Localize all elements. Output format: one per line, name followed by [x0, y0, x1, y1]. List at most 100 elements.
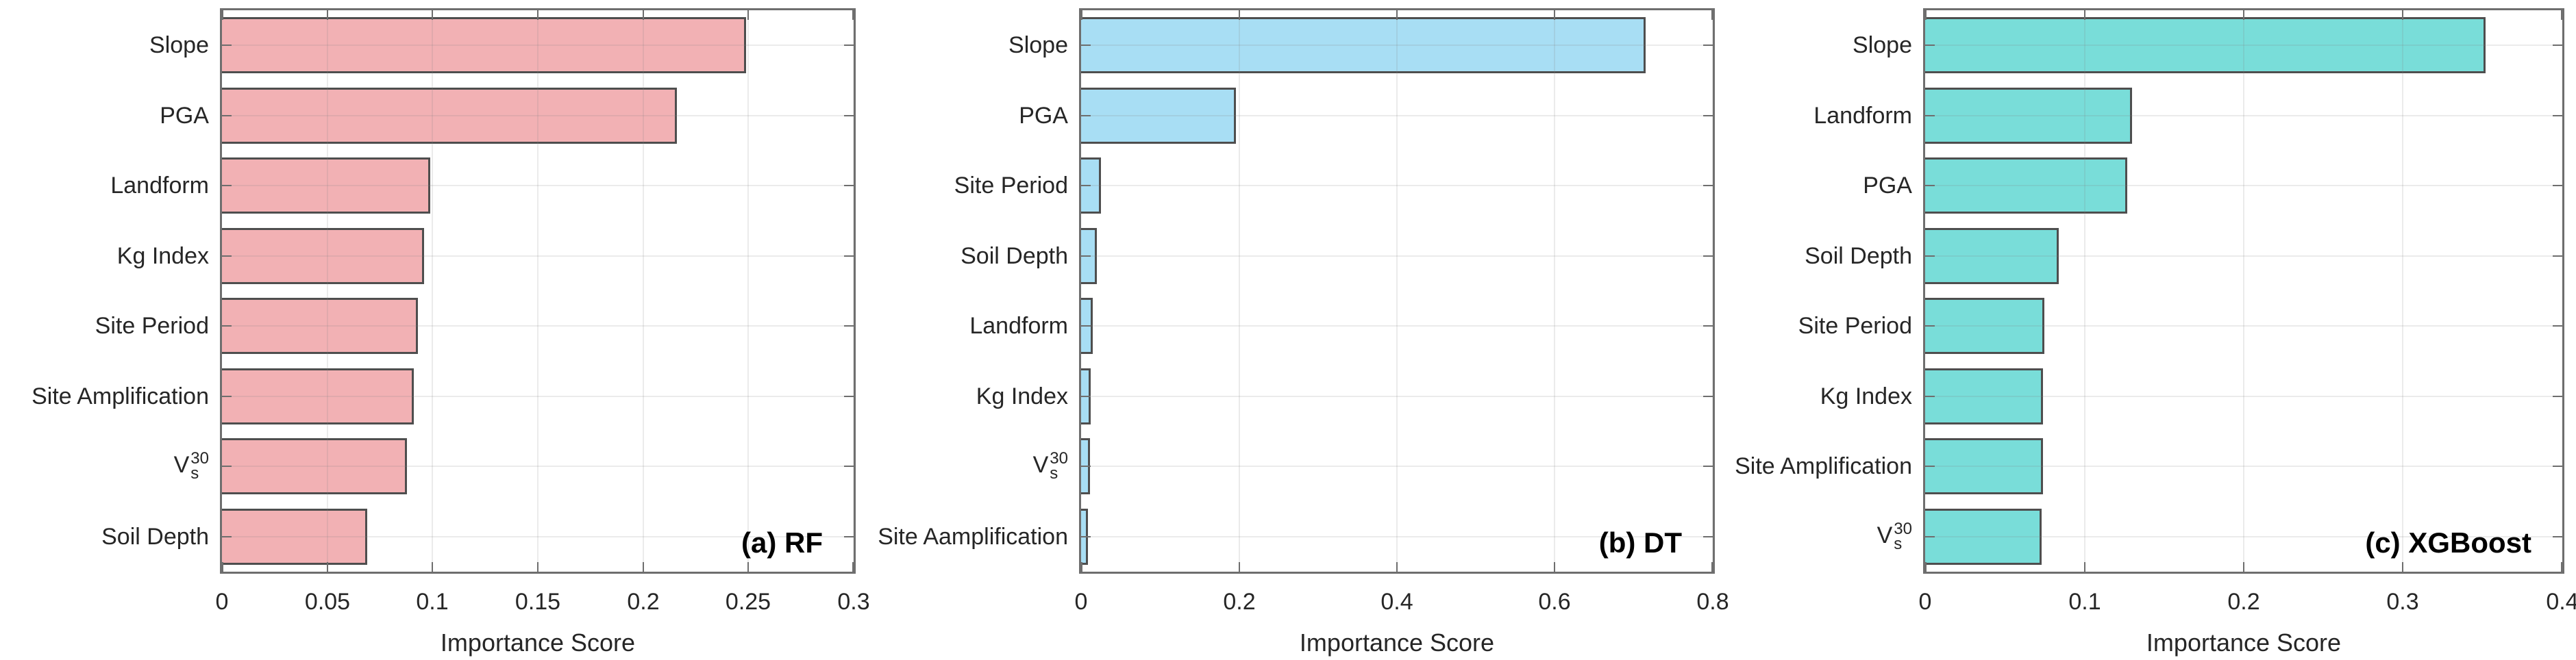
- ylabel-supsub: 30 s: [1894, 519, 1912, 553]
- bar-slope: [1081, 17, 1646, 73]
- y-gridline: [222, 115, 854, 116]
- x-tick-mark: [2243, 562, 2244, 572]
- x-tick-mark: [643, 10, 644, 20]
- y-tick-mark: [844, 396, 854, 397]
- y-tick-mark: [222, 185, 232, 186]
- x-tick-mark: [1925, 10, 1927, 20]
- bar-kg-index: [1925, 368, 2043, 424]
- x-tick-mark: [852, 10, 854, 20]
- y-tick-mark: [2553, 466, 2562, 467]
- x-tick-mark: [643, 562, 644, 572]
- x-tick-mark: [2243, 10, 2244, 20]
- x-tick-mark: [432, 10, 433, 20]
- bar-landform: [1925, 88, 2132, 144]
- x-tick-mark: [327, 10, 328, 20]
- y-tick-mark: [2553, 45, 2562, 46]
- y-axis-label-vs30: V 30 s: [174, 449, 209, 483]
- y-gridline: [1925, 466, 2562, 467]
- x-gridline: [1239, 10, 1240, 572]
- y-gridline: [1081, 185, 1713, 186]
- y-axis-label-vs30: V 30 s: [1877, 519, 1912, 553]
- y-tick-mark: [1925, 325, 1935, 327]
- x-tick-mark: [747, 10, 749, 20]
- x-tick-mark: [1081, 562, 1082, 572]
- x-tick-mark: [1711, 10, 1713, 20]
- y-tick-mark: [1703, 325, 1713, 327]
- x-tick-mark: [1396, 10, 1398, 20]
- y-tick-mark: [1703, 396, 1713, 397]
- y-axis-label-pga: PGA: [1863, 173, 1912, 199]
- y-tick-mark: [1703, 255, 1713, 257]
- y-axis-label-soil-depth: Soil Depth: [1805, 242, 1912, 269]
- y-axis-label-pga: PGA: [1019, 102, 1068, 129]
- y-tick-mark: [844, 325, 854, 327]
- y-tick-mark: [2553, 185, 2562, 186]
- x-tick-mark: [327, 562, 328, 572]
- ylabel-supsub: 30 s: [1050, 449, 1068, 483]
- y-tick-mark: [222, 325, 232, 327]
- y-tick-mark: [1925, 185, 1935, 186]
- x-gridline: [1554, 10, 1555, 572]
- y-tick-mark: [1703, 115, 1713, 116]
- x-gridline: [747, 10, 749, 572]
- x-gridline: [327, 10, 328, 572]
- y-axis-label-site-amplification: Site Amplification: [1735, 453, 1912, 480]
- plot-area-a-rf: (a) RF: [220, 8, 856, 574]
- y-gridline: [222, 45, 854, 46]
- x-tick-label-0-05: 0.05: [304, 589, 351, 615]
- y-axis-label-soil-depth: Soil Depth: [961, 242, 1068, 269]
- y-axis-label-landform: Landform: [110, 173, 209, 199]
- bar-landform: [222, 157, 430, 214]
- y-tick-mark: [1925, 396, 1935, 397]
- x-tick-mark: [1554, 562, 1555, 572]
- y-tick-mark: [1703, 185, 1713, 186]
- y-gridline: [1081, 45, 1713, 46]
- ylabel-supsub: 30 s: [190, 449, 209, 483]
- y-axis-label-kg-index: Kg Index: [116, 242, 209, 269]
- x-tick-mark: [1925, 562, 1927, 572]
- y-tick-mark: [2553, 115, 2562, 116]
- x-tick-mark: [2402, 562, 2403, 572]
- bar-pga: [222, 88, 677, 144]
- x-tick-label-0-6: 0.6: [1538, 589, 1571, 615]
- y-gridline: [222, 536, 854, 537]
- x-tick-mark: [1711, 562, 1713, 572]
- x-tick-label-0-3: 0.3: [2386, 589, 2419, 615]
- x-tick-mark: [222, 562, 223, 572]
- bar-site-amplification: [222, 368, 414, 424]
- x-tick-mark: [747, 562, 749, 572]
- y-gridline: [1925, 325, 2562, 327]
- x-gridline: [1712, 10, 1713, 572]
- y-axis-label-site-period: Site Period: [1798, 313, 1912, 340]
- x-tick-label-0: 0: [1918, 589, 1932, 615]
- y-tick-mark: [222, 466, 232, 467]
- x-tick-label-0: 0: [215, 589, 229, 615]
- x-gridline: [537, 10, 538, 572]
- y-gridline: [1081, 325, 1713, 327]
- y-gridline: [1925, 255, 2562, 257]
- y-tick-mark: [2553, 325, 2562, 327]
- y-tick-mark: [1081, 466, 1091, 467]
- x-tick-mark: [2561, 10, 2562, 20]
- panel-label-b-dt: (b) DT: [1598, 526, 1682, 559]
- bar-pga: [1925, 157, 2127, 214]
- y-tick-mark: [1081, 45, 1091, 46]
- y-gridline: [222, 466, 854, 467]
- y-gridline: [222, 255, 854, 257]
- x-tick-mark: [537, 10, 538, 20]
- y-gridline: [1081, 115, 1713, 116]
- x-axis-title: Importance Score: [2146, 629, 2342, 657]
- y-tick-mark: [222, 45, 232, 46]
- x-gridline: [2402, 10, 2403, 572]
- x-tick-mark: [1239, 562, 1240, 572]
- y-axis-label-landform: Landform: [1813, 102, 1912, 129]
- y-gridline: [222, 185, 854, 186]
- y-axis-label-soil-depth: Soil Depth: [101, 523, 209, 550]
- bar-pga: [1081, 88, 1236, 144]
- bar-soil-depth: [222, 509, 367, 565]
- bar-slope: [1925, 17, 2486, 73]
- y-axis-label-site-amplification: Site Amplification: [32, 383, 209, 409]
- plot-area-b-dt: (b) DT: [1079, 8, 1715, 574]
- y-tick-mark: [844, 185, 854, 186]
